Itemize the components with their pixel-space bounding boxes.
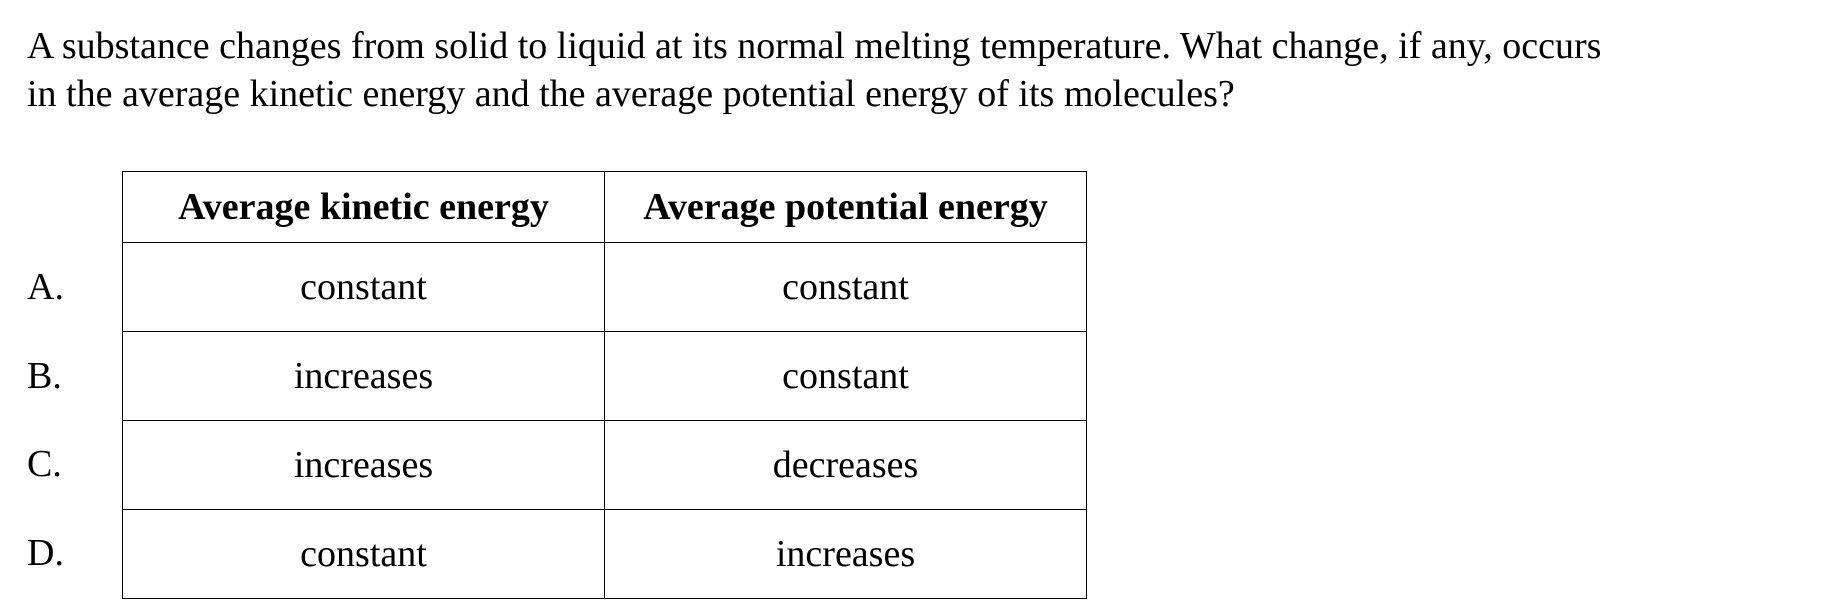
option-letters: A. B. C. D. (27, 0, 107, 607)
option-a-potential: constant (604, 242, 1087, 332)
question-line-1: A substance changes from solid to liquid… (27, 25, 1602, 67)
table-row: constant constant (122, 242, 1087, 332)
table-row: increases decreases (122, 420, 1087, 510)
option-b-potential: constant (604, 331, 1087, 421)
option-d-potential: increases (604, 509, 1087, 599)
option-b-kinetic: increases (122, 331, 605, 421)
option-c-kinetic: increases (122, 420, 605, 510)
table-header-row: Average kinetic energy Average potential… (122, 171, 1087, 243)
header-potential-energy: Average potential energy (604, 171, 1087, 243)
table-row: increases constant (122, 331, 1087, 421)
question-text: A substance changes from solid to liquid… (27, 22, 1787, 118)
option-letter-a: A. (27, 266, 64, 308)
option-letter-c: C. (27, 443, 62, 485)
header-kinetic-energy: Average kinetic energy (122, 171, 605, 243)
option-c-potential: decreases (604, 420, 1087, 510)
table-row: constant increases (122, 509, 1087, 599)
option-a-kinetic: constant (122, 242, 605, 332)
question-line-2: in the average kinetic energy and the av… (27, 73, 1235, 115)
option-letter-b: B. (27, 355, 62, 397)
option-letter-d: D. (27, 532, 64, 574)
answer-table: Average kinetic energy Average potential… (122, 171, 1087, 599)
option-d-kinetic: constant (122, 509, 605, 599)
